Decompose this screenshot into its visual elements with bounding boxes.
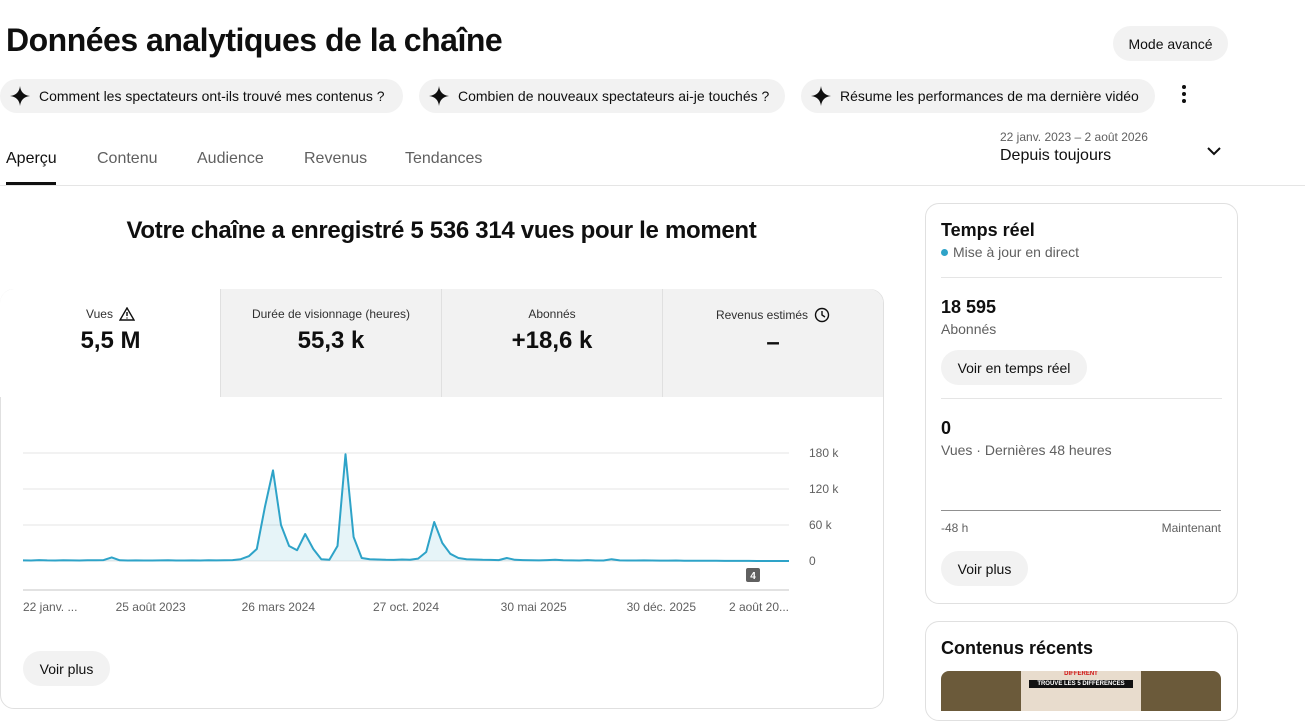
tab-underline bbox=[6, 182, 56, 185]
metric-tab[interactable]: Durée de visionnage (heures) 55,3 k bbox=[220, 289, 441, 397]
thumbnail-text: DIFFERENT bbox=[1064, 671, 1098, 677]
tab[interactable]: Revenus bbox=[304, 150, 368, 167]
area bbox=[23, 454, 789, 561]
metric-label: Revenus estimés bbox=[715, 308, 809, 322]
date-preset[interactable]: Depuis toujours bbox=[1000, 147, 1112, 164]
axis-start: -48 h bbox=[941, 521, 969, 535]
metric-tab[interactable]: Vues 5,5 M bbox=[0, 289, 221, 397]
subscriber-label: Abonnés bbox=[941, 321, 997, 337]
metric-value: 55,3 k bbox=[297, 327, 365, 354]
annotation: 4 bbox=[750, 571, 756, 582]
live-status: Mise à jour en direct bbox=[941, 244, 1079, 260]
metric-value: – bbox=[766, 329, 780, 356]
realtime-card bbox=[925, 203, 1238, 604]
date-range: 22 janv. 2023 – 2 août 2026 bbox=[1000, 130, 1148, 144]
tab-active[interactable]: Aperçu bbox=[6, 150, 57, 167]
headline: Votre chaîne a enregistré 5 536 314 vues… bbox=[126, 217, 757, 244]
sparkle-icon bbox=[811, 86, 831, 106]
realtime-button[interactable]: Voir en temps réel bbox=[941, 350, 1087, 385]
views-count: 0 bbox=[941, 418, 952, 438]
tab[interactable]: Audience bbox=[197, 150, 264, 167]
subscriber-count: 18 595 bbox=[941, 297, 997, 317]
thumbnail[interactable]: DIFFERENT TROUVE LES 5 DIFFÉRENCES bbox=[941, 671, 1221, 711]
y-tick-label: 180 k bbox=[809, 446, 839, 460]
annotation-badge bbox=[746, 568, 760, 582]
metric-value: 5,5 M bbox=[80, 327, 141, 354]
clock-icon bbox=[814, 307, 830, 323]
chip-label: Comment les spectateurs ont-ils trouvé m… bbox=[39, 88, 385, 104]
more-icon[interactable] bbox=[1174, 82, 1194, 106]
realtime-axis bbox=[941, 510, 1221, 511]
chip-label: Combien de nouveaux spectateurs ai-je to… bbox=[458, 88, 770, 104]
advanced-button[interactable]: Mode avancé bbox=[1113, 26, 1228, 61]
metric-tab[interactable]: Revenus estimés – bbox=[662, 289, 883, 397]
x-tick-label: 25 août 2023 bbox=[116, 600, 186, 614]
y-tick-label: 0 bbox=[809, 554, 816, 568]
views-label: Vues · Dernières 48 heures bbox=[941, 442, 1112, 458]
metric-value: +18,6 k bbox=[511, 327, 593, 354]
axis-end: Maintenant bbox=[1161, 521, 1221, 535]
x-tick-label: 30 mai 2025 bbox=[501, 600, 567, 614]
thumbnail-panel bbox=[1021, 671, 1141, 711]
views-chart: 0 60 k 120 k 180 k 22 janv. ... 25 août 2023 2… bbox=[22, 446, 839, 614]
recent-title: Contenus récents bbox=[941, 638, 1094, 658]
metric-label: Vues bbox=[86, 307, 113, 321]
chip[interactable]: Combien de nouveaux spectateurs ai-je to… bbox=[419, 79, 785, 113]
sparkle-icon bbox=[429, 86, 449, 106]
metric-label: Abonnés bbox=[528, 307, 576, 321]
y-tick-label: 120 k bbox=[809, 482, 839, 496]
metric-tab[interactable]: Abonnés +18,6 k bbox=[441, 289, 662, 397]
x-tick-label: 26 mars 2024 bbox=[242, 600, 316, 614]
thumbnail-text: TROUVE LES 5 DIFFÉRENCES bbox=[1029, 680, 1133, 688]
sparkle-icon bbox=[10, 86, 30, 106]
realtime-more-button[interactable]: Voir plus bbox=[941, 551, 1028, 586]
chip[interactable]: Comment les spectateurs ont-ils trouvé m… bbox=[0, 79, 403, 113]
divider bbox=[0, 185, 1305, 186]
chevron-icon[interactable] bbox=[1204, 141, 1224, 161]
chip[interactable]: Résume les performances de ma dernière v… bbox=[801, 79, 1155, 113]
chip-label: Résume les performances de ma dernière v… bbox=[840, 88, 1139, 104]
page: Données analytiques de la chaîne Mode av… bbox=[0, 22, 1305, 721]
line bbox=[22, 453, 789, 562]
tab[interactable]: Tendances bbox=[405, 150, 483, 167]
page-title: Données analytiques de la chaîne bbox=[6, 22, 503, 58]
divider bbox=[941, 398, 1222, 399]
more-button[interactable]: Voir plus bbox=[23, 651, 110, 686]
x-tick-label: 30 déc. 2025 bbox=[627, 600, 697, 614]
y-tick-label: 60 k bbox=[809, 518, 833, 532]
live-label: Mise à jour en direct bbox=[953, 244, 1080, 260]
warning-icon bbox=[118, 307, 135, 321]
x-tick-label: 2 août 20... bbox=[729, 600, 789, 614]
tab[interactable]: Contenu bbox=[97, 150, 158, 167]
metric-label: Durée de visionnage (heures) bbox=[251, 307, 411, 321]
live-dot bbox=[941, 249, 948, 256]
x-tick-label: 22 janv. ... bbox=[23, 600, 77, 614]
realtime-title: Temps réel bbox=[941, 220, 1035, 240]
x-tick-label: 27 oct. 2024 bbox=[373, 600, 439, 614]
divider bbox=[941, 277, 1222, 278]
